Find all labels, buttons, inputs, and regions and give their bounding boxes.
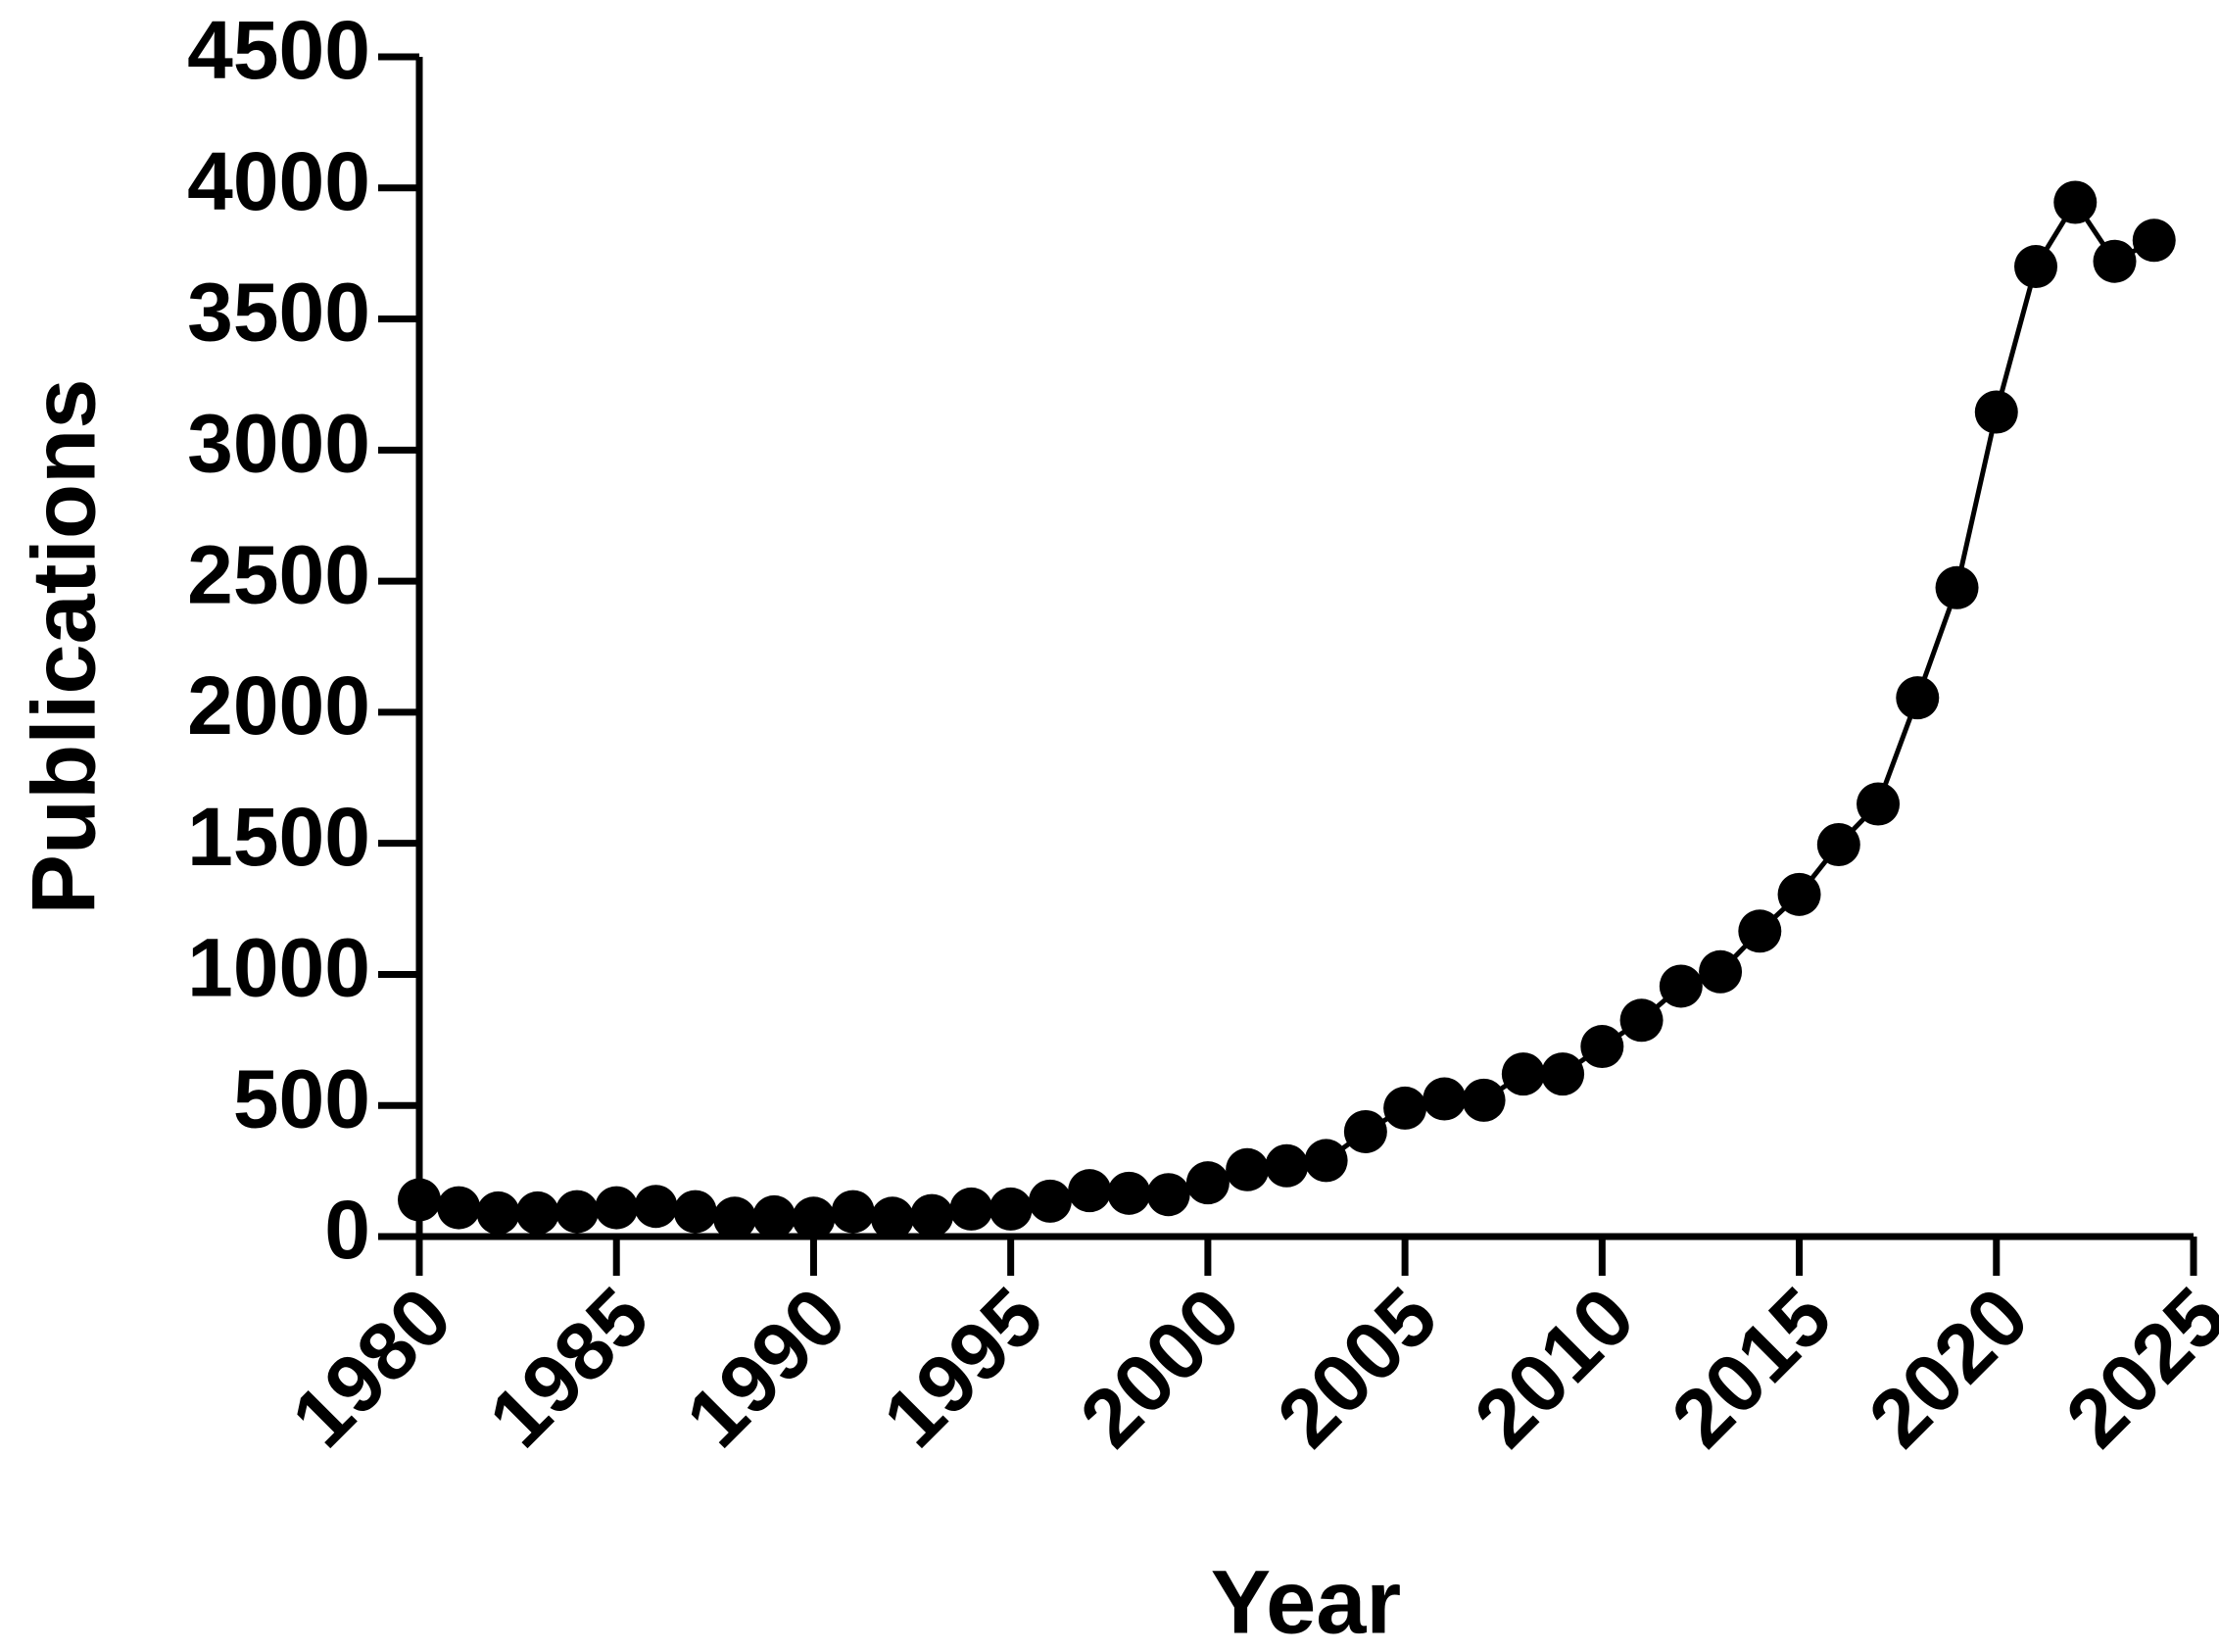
data-point: [1304, 1139, 1348, 1183]
x-tick-label: 2015: [1654, 1270, 1849, 1465]
data-point: [398, 1178, 441, 1222]
data-point: [595, 1186, 639, 1230]
y-tick-label: 2000: [187, 659, 370, 752]
x-tick-label: 1995: [865, 1270, 1060, 1465]
data-point: [1146, 1173, 1190, 1217]
data-point: [634, 1185, 678, 1229]
data-point: [1383, 1086, 1427, 1130]
data-point: [2014, 245, 2058, 289]
data-point: [2132, 219, 2176, 263]
x-tick-label: 2005: [1260, 1270, 1455, 1465]
x-tick-label: 2000: [1063, 1270, 1258, 1465]
data-point: [1107, 1171, 1151, 1215]
y-tick-label: 2500: [187, 528, 370, 620]
data-point: [1619, 998, 1664, 1043]
x-tick-label: 2010: [1457, 1270, 1652, 1465]
data-point: [673, 1190, 717, 1234]
data-point: [1265, 1143, 1309, 1188]
data-point: [1028, 1179, 1072, 1223]
data-point: [1974, 390, 2018, 434]
data-point: [476, 1190, 520, 1235]
y-tick-label: 0: [324, 1184, 370, 1276]
data-point: [792, 1196, 836, 1240]
data-point: [870, 1196, 914, 1240]
data-point: [1816, 823, 1860, 867]
x-tick-label: 2025: [2049, 1270, 2219, 1465]
x-axis-label: Year: [1211, 1552, 1401, 1652]
data-point: [515, 1190, 559, 1235]
data-point: [949, 1187, 993, 1231]
data-point: [1857, 782, 1901, 826]
data-point: [1935, 565, 1979, 609]
data-point: [1423, 1077, 1467, 1121]
data-line: [418, 197, 2155, 1221]
y-tick-label: 3500: [187, 267, 370, 359]
data-point: [1501, 1052, 1545, 1096]
x-tick-label: 1985: [471, 1270, 666, 1465]
data-point: [1580, 1025, 1624, 1069]
data-point: [1462, 1078, 1506, 1122]
data-point: [1068, 1169, 1112, 1213]
data-point: [1343, 1109, 1387, 1153]
x-tick-label: 2020: [1852, 1270, 2047, 1465]
data-point: [2093, 239, 2137, 283]
data-point: [1226, 1147, 1270, 1191]
y-axis-label: Publications: [14, 379, 114, 915]
x-tick-label: 1990: [668, 1270, 863, 1465]
data-point: [1738, 909, 1782, 953]
data-point: [989, 1187, 1033, 1231]
data-point: [1541, 1052, 1585, 1096]
y-tick-label: 4000: [187, 135, 370, 227]
data-point: [1896, 676, 1940, 720]
y-tick-label: 3000: [187, 398, 370, 490]
y-tick-label: 1500: [187, 791, 370, 883]
data-point: [1659, 964, 1703, 1008]
data-point: [2053, 180, 2098, 224]
data-point: [712, 1196, 756, 1240]
data-point: [437, 1186, 481, 1230]
data-point: [831, 1190, 875, 1234]
data-point: [555, 1190, 599, 1234]
data-point: [1699, 949, 1743, 994]
y-tick-label: 500: [233, 1052, 370, 1144]
y-tick-label: 1000: [187, 922, 370, 1014]
data-point: [1777, 872, 1821, 916]
x-tick-label: 1980: [274, 1270, 469, 1465]
data-point: [1185, 1161, 1230, 1205]
data-point: [752, 1194, 796, 1239]
y-tick-label: 4500: [187, 4, 370, 96]
data-point: [910, 1193, 954, 1238]
